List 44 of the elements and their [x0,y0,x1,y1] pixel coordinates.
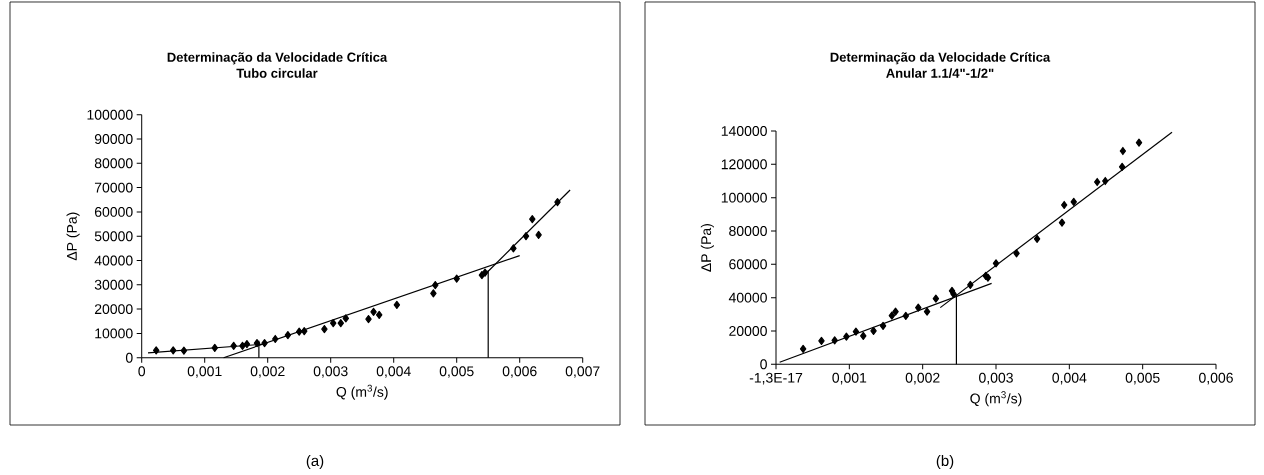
y-tick-label: 20000 [729,326,767,336]
y-tick-label: 100000 [87,109,133,120]
x-tick-label: 0,007 [565,366,600,378]
text: (a) [306,455,324,469]
x-tick-label: 0 [138,366,146,377]
x-axis-title: Q (m$^{3}$/s) [336,384,388,400]
y-tick-label: 80000 [729,226,767,236]
y-tick-label: 80000 [94,158,133,169]
y-tick-label: 40000 [94,255,133,266]
x-tick-label: 0,003 [313,366,348,378]
x-tick-label: 0,002 [250,366,285,378]
y-tick-label: 70000 [94,182,133,193]
y-tick-label: 90000 [94,134,133,144]
x-tick-label: 0,005 [1125,372,1160,385]
y-tick-label: 20000 [94,304,133,315]
x-tick-label: 0,004 [1052,372,1087,385]
y-tick-label: 40000 [728,292,767,303]
x-tick-label: 0,003 [979,372,1013,385]
y-tick-label: 60000 [94,206,133,217]
chart-subtitle: Tubo circular [236,68,318,78]
x-tick-label: 0,005 [439,366,474,378]
y-tick-label: 140000 [721,126,767,136]
y-tick-label: 0 [760,359,767,370]
x-tick-label: 0,002 [905,372,940,385]
y-tick-label: 10000 [95,328,133,339]
x-tick-label: 0,006 [502,366,537,378]
chart-title: Determinação da Velocidade Crítica [167,52,388,65]
y-tick-label: 50000 [94,231,133,242]
y-tick-label: 0 [125,352,133,363]
y-axis-title: ΔP (Pa) [700,224,714,272]
y-axis-title: ΔP (Pa) [66,212,80,261]
x-tick-label: -1,3E-17 [749,372,803,385]
text: (b) [936,455,954,469]
x-tick-label: 0,001 [187,366,222,378]
y-tick-label: 120000 [721,159,767,170]
chart-title: Determinação da Velocidade Crítica [830,52,1051,65]
x-tick-label: 0,001 [832,372,867,385]
x-tick-label: 0,006 [1199,372,1233,385]
y-tick-label: 100000 [721,192,767,203]
y-tick-label: 60000 [729,259,767,270]
x-axis-title: Q (m$^{3}$/s) [970,391,1022,407]
y-tick-label: 30000 [94,279,133,290]
chart-subtitle: Anular 1.1/4"-1/2" [886,68,994,78]
x-tick-label: 0,004 [376,366,411,378]
